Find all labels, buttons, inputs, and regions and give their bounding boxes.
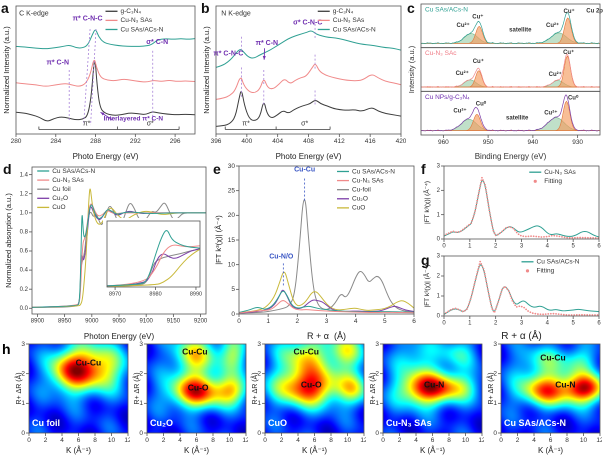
panel-h-cun3sas <box>366 341 484 455</box>
exafs-fitting-cusas-plot <box>420 252 604 341</box>
wavelet-cusasacsn-heatmap <box>484 341 602 455</box>
wavelet-cun3sas-heatmap <box>366 341 484 455</box>
panel-d: d <box>2 161 212 341</box>
panel-h-cu2o <box>130 341 248 455</box>
panel-h-cuo <box>248 341 366 455</box>
panel-letter-g: g <box>421 252 430 268</box>
panel-letter-b: b <box>201 0 210 16</box>
panel-letter-c: c <box>407 0 415 16</box>
panel-h-cufoil <box>12 341 130 455</box>
panel-e: e <box>212 161 420 341</box>
exafs-fitting-cun3-plot <box>420 161 604 252</box>
panel-letter-e: e <box>213 161 221 177</box>
wavelet-cufoil-heatmap <box>12 341 130 455</box>
panel-f: f <box>420 161 604 252</box>
wavelet-cuo-heatmap <box>248 341 366 455</box>
panel-h-cusasacsn <box>484 341 602 455</box>
panel-letter-d: d <box>3 161 12 177</box>
panel-b: b <box>200 0 406 161</box>
panel-letter-f: f <box>421 161 426 177</box>
panel-g: g <box>420 252 604 341</box>
panel-letter-h: h <box>2 341 11 357</box>
panel-letter-a: a <box>1 0 9 16</box>
xanes-edge-inset-plot <box>103 218 203 300</box>
cu2p-xps-plot <box>406 0 604 161</box>
c-kedge-xanes-plot <box>0 0 200 161</box>
panel-c: c <box>406 0 604 161</box>
panel-a: a <box>0 0 200 161</box>
wavelet-cu2o-heatmap <box>130 341 248 455</box>
ft-exafs-plot <box>212 161 420 341</box>
n-kedge-xanes-plot <box>200 0 406 161</box>
